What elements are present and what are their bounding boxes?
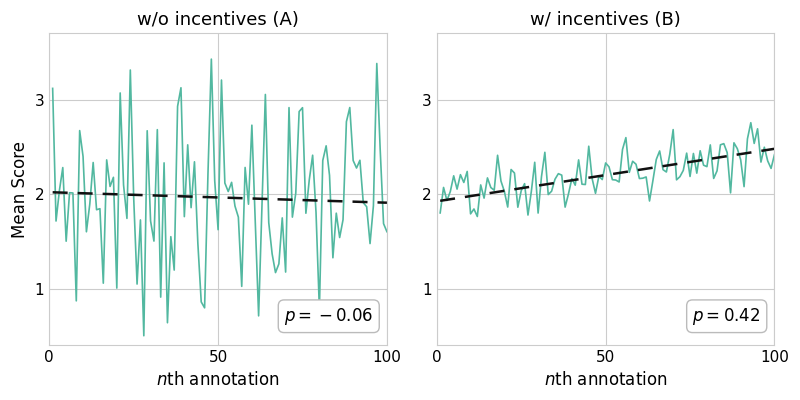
Title: w/ incentives (B): w/ incentives (B): [530, 11, 681, 29]
Text: $p = -0.06$: $p = -0.06$: [284, 306, 374, 327]
Y-axis label: Mean Score: Mean Score: [11, 141, 29, 238]
X-axis label: $\mathit{n}$th annotation: $\mathit{n}$th annotation: [544, 371, 667, 389]
Title: w/o incentives (A): w/o incentives (A): [137, 11, 299, 29]
X-axis label: $\mathit{n}$th annotation: $\mathit{n}$th annotation: [156, 371, 280, 389]
Text: $p = 0.42$: $p = 0.42$: [693, 306, 761, 327]
